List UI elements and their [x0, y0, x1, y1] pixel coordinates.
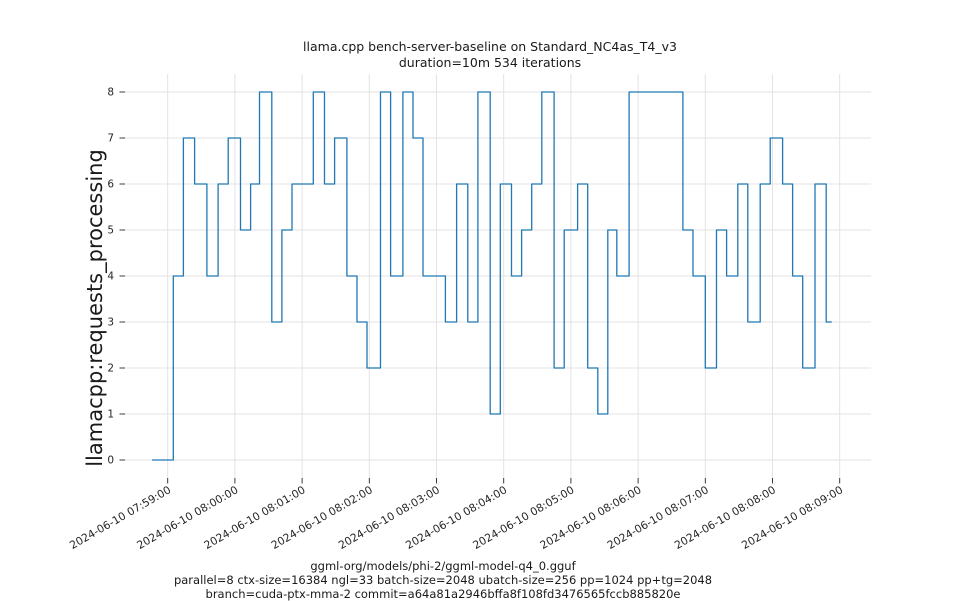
y-tick-label: 8: [107, 87, 114, 99]
chart-title: llama.cpp bench-server-baseline on Stand…: [20, 39, 960, 70]
footer-branch-commit: branch=cuda-ptx-mma-2 commit=a64a81a2946…: [205, 587, 681, 601]
requests-processing-series: [152, 91, 832, 461]
y-axis-label: llamacpp:requests_processing: [83, 149, 107, 467]
y-tick-label: 3: [107, 317, 114, 329]
y-tick-label: 7: [107, 133, 114, 145]
chart-title-line2: duration=10m 534 iterations: [398, 54, 582, 70]
chart-title-line1: llama.cpp bench-server-baseline on Stand…: [303, 39, 677, 54]
y-tick-label: 4: [107, 271, 114, 283]
y-tick-label: 0: [107, 455, 114, 467]
y-tick-label: 5: [107, 225, 114, 237]
y-tick-label: 6: [107, 179, 114, 191]
footer-params: parallel=8 ctx-size=16384 ngl=33 batch-s…: [173, 573, 713, 587]
footer-model-path: ggml-org/models/phi-2/ggml-model-q4_0.gg…: [310, 559, 576, 573]
chart-footer: ggml-org/models/phi-2/ggml-model-q4_0.gg…: [0, 559, 886, 601]
y-tick-label: 2: [107, 363, 114, 375]
y-tick-label: 1: [107, 409, 114, 421]
